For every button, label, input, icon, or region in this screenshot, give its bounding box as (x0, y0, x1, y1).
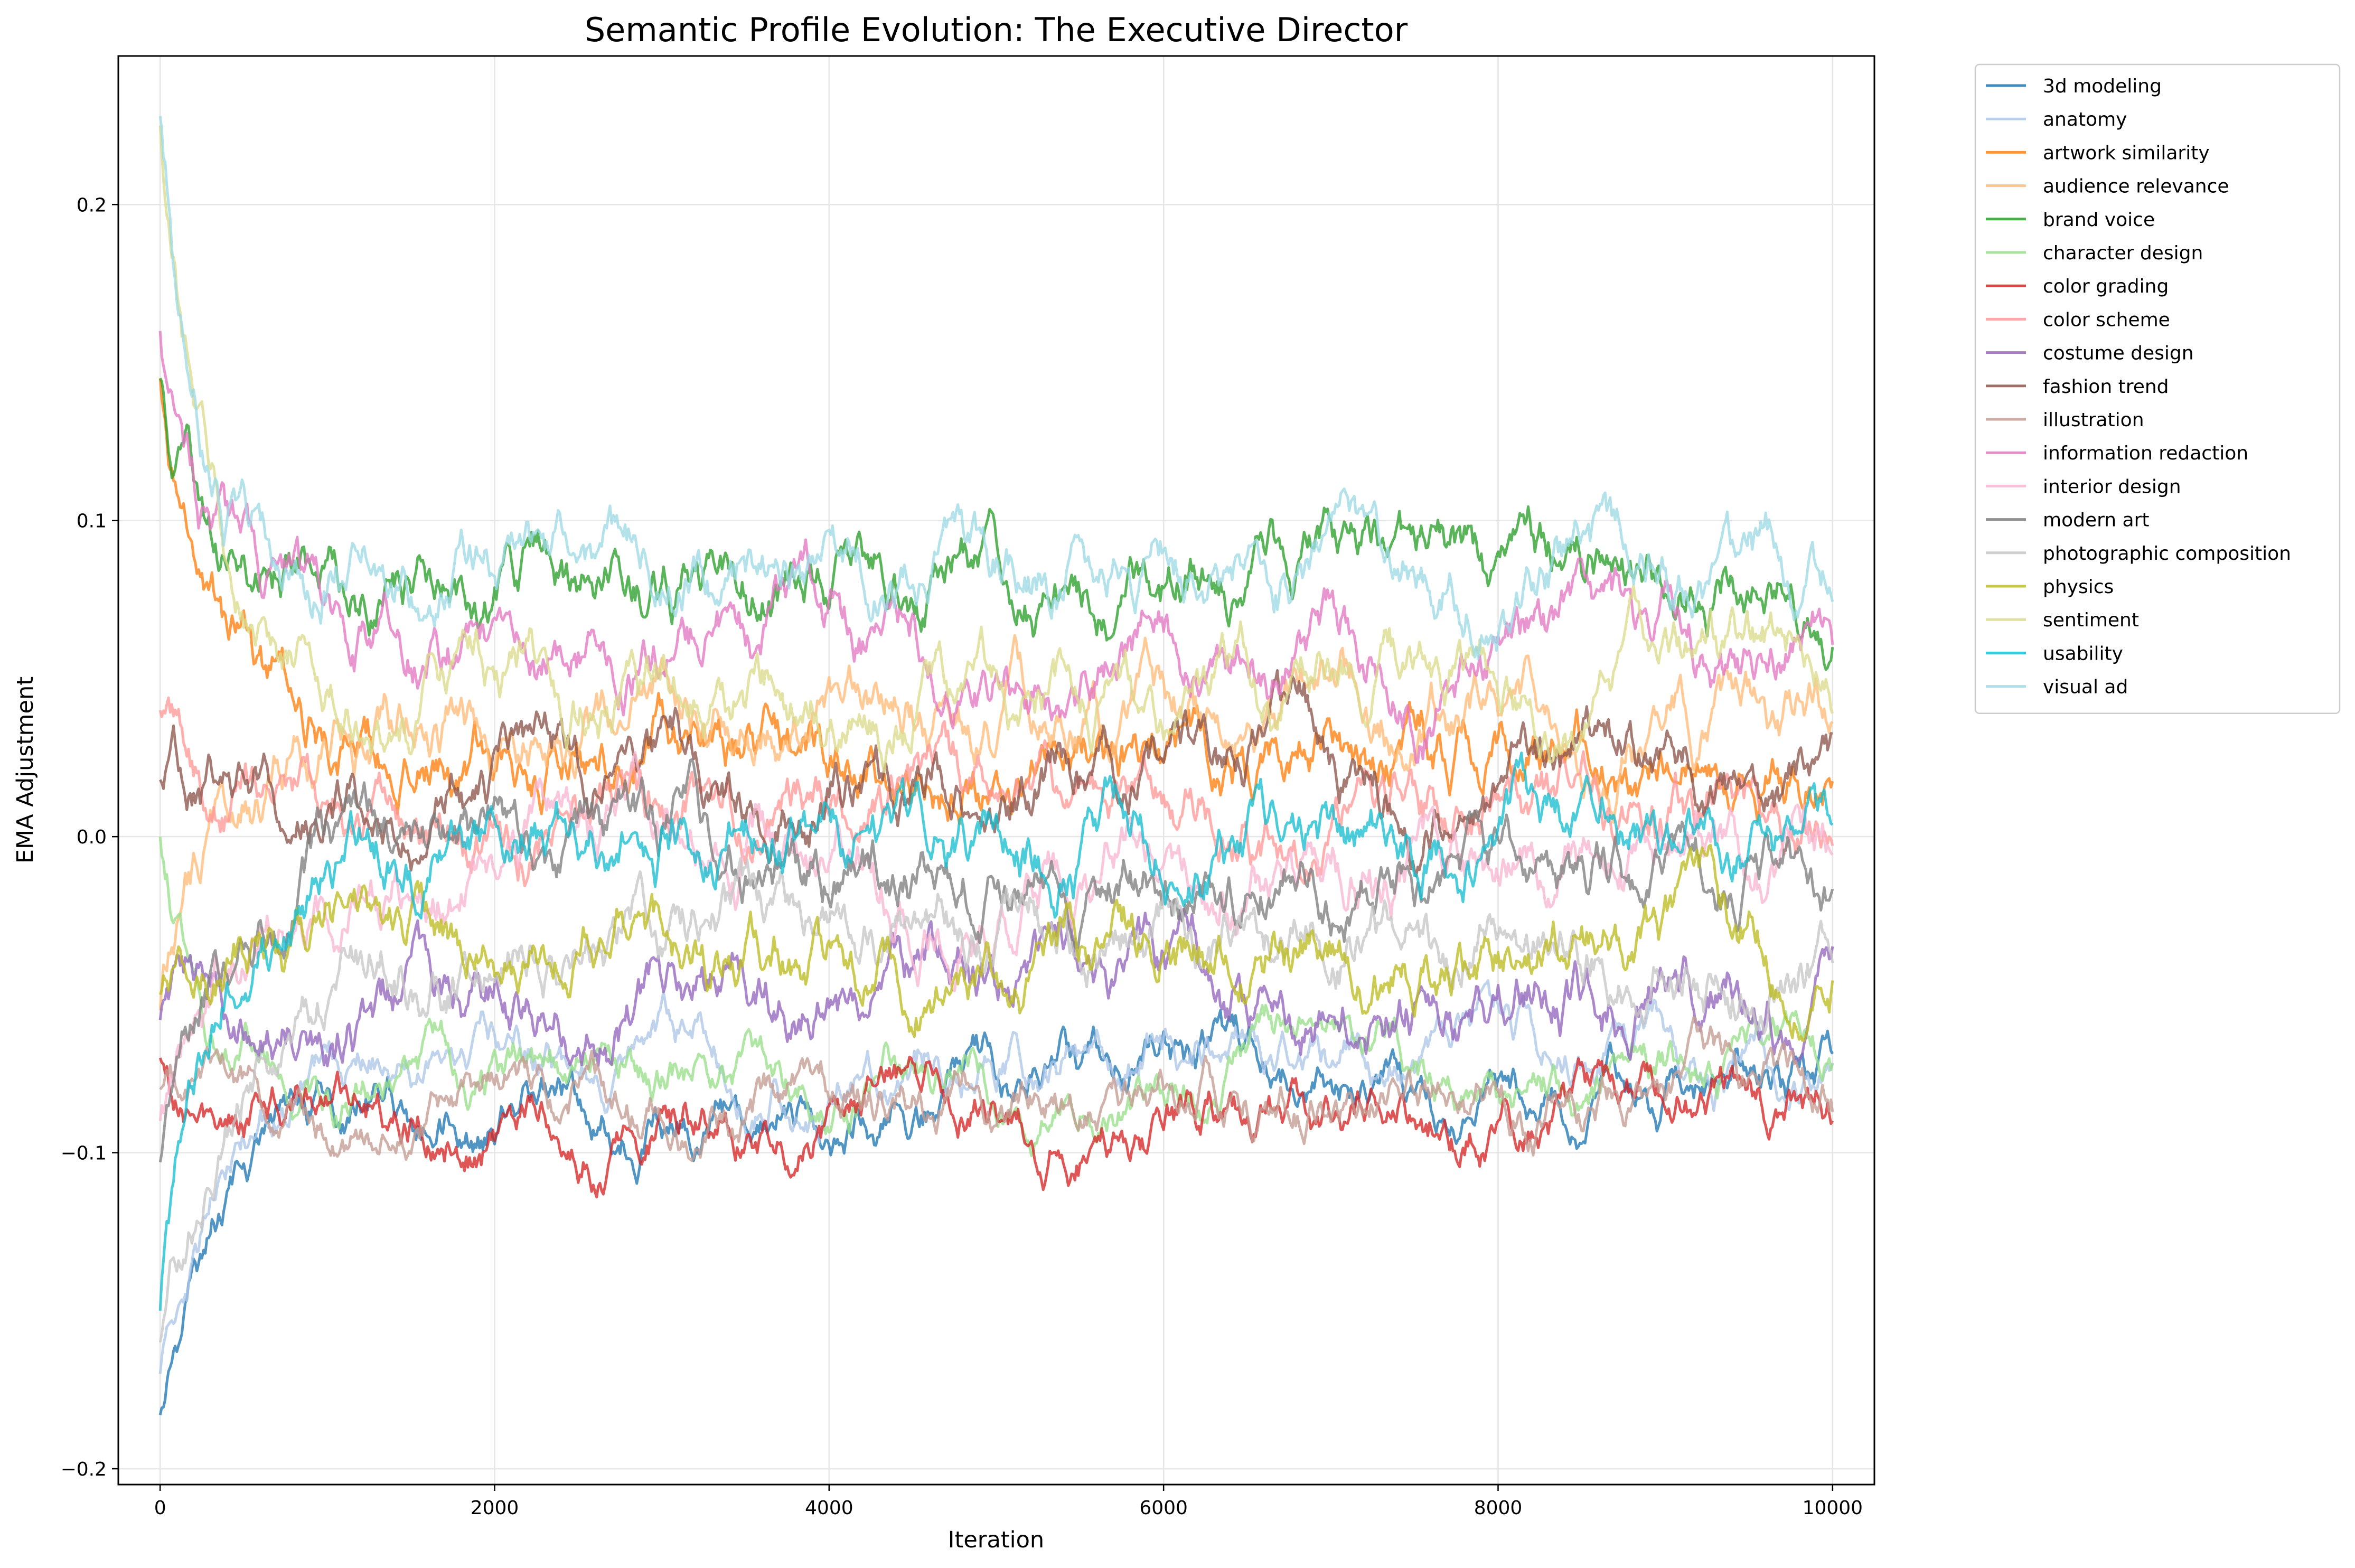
x-tick-label: 6000 (1139, 1497, 1188, 1519)
legend-label: anatomy (2043, 109, 2127, 130)
series-line (158, 758, 1834, 1163)
x-tick-label: 2000 (471, 1497, 519, 1519)
legend-label: artwork similarity (2043, 142, 2210, 164)
legend-label: audience relevance (2043, 176, 2229, 198)
x-axis-label: Iteration (948, 1527, 1044, 1553)
legend-label: costume design (2043, 343, 2194, 364)
series-line (158, 843, 1834, 1042)
legend-label: brand voice (2043, 209, 2155, 231)
legend-label: sentiment (2043, 609, 2139, 631)
legend-label: interior design (2043, 476, 2181, 497)
series-line (158, 116, 1834, 660)
series-line (158, 1056, 1834, 1199)
legend-label: color scheme (2043, 309, 2170, 331)
x-tick-label: 10000 (1803, 1497, 1863, 1519)
legend-label: information redaction (2043, 443, 2248, 464)
y-tick-label: −0.2 (61, 1459, 107, 1480)
series-line (158, 907, 1834, 1067)
chart-title: Semantic Profile Evolution: The Executiv… (585, 11, 1408, 49)
legend-label: 3d modeling (2043, 76, 2162, 97)
x-tick-label: 8000 (1474, 1497, 1523, 1519)
x-tick-label: 0 (154, 1497, 166, 1519)
y-tick-label: −0.1 (61, 1143, 107, 1165)
plot-frame (117, 55, 1875, 1486)
y-tick-label: 0.0 (77, 827, 107, 848)
legend: 3d modeling anatomy artwork similarity audi… (1974, 63, 2341, 715)
legend-box (1974, 63, 2341, 715)
series-lines (158, 116, 1834, 1415)
series-line (158, 125, 1834, 773)
legend-label: illustration (2043, 409, 2144, 431)
y-axis-ticks: −0.2 −0.1 0.0 0.1 0.2 (61, 194, 118, 1480)
legend-label: character design (2043, 242, 2203, 264)
legend-label: color grading (2043, 276, 2169, 297)
series-line (159, 1016, 1834, 1162)
legend-label: usability (2043, 643, 2123, 664)
legend-label: photographic composition (2043, 543, 2291, 565)
series-line (158, 634, 1834, 1011)
series-line (158, 696, 1834, 888)
series-line (158, 752, 1834, 1311)
legend-label: visual ad (2043, 677, 2128, 698)
y-tick-label: 0.1 (77, 511, 107, 532)
legend-label: modern art (2043, 510, 2150, 531)
x-axis-ticks: 0 2000 4000 6000 8000 10000 (154, 1485, 1863, 1519)
legend-label: fashion trend (2043, 376, 2169, 398)
series-line (158, 857, 1834, 1343)
x-tick-label: 4000 (805, 1497, 853, 1519)
y-tick-label: 0.2 (77, 194, 107, 216)
legend-label: physics (2043, 576, 2114, 598)
y-axis-label: EMA Adjustment (12, 677, 39, 863)
